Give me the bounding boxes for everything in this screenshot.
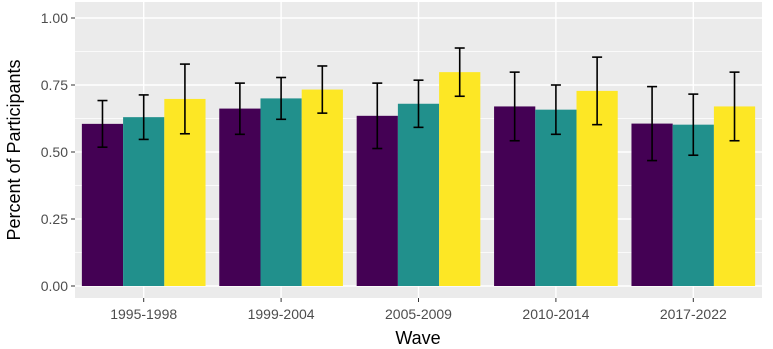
y-tick-label: 0.50 <box>41 144 68 160</box>
bar <box>219 108 261 286</box>
error-bar <box>454 47 465 98</box>
error-bar <box>592 56 603 126</box>
error-bar <box>179 63 190 135</box>
error-bar <box>688 93 699 157</box>
error-bar <box>138 94 149 141</box>
y-tick-label: 0.00 <box>41 278 68 294</box>
x-tick-label: 1999-2004 <box>248 306 315 322</box>
error-bar <box>276 76 287 121</box>
bar <box>535 109 577 286</box>
error-bars <box>97 47 740 162</box>
y-axis: 0.00 0.25 0.50 0.75 1.00 <box>41 10 75 294</box>
bar <box>123 117 165 286</box>
error-bar <box>317 65 328 114</box>
x-tick-label: 2017-2022 <box>660 306 727 322</box>
y-tick-label: 1.00 <box>41 10 68 26</box>
error-bar <box>372 82 383 150</box>
bar <box>301 89 343 286</box>
bar <box>260 98 302 287</box>
y-tick-label: 0.25 <box>41 211 68 227</box>
error-bar <box>413 79 424 129</box>
x-axis-title: Wave <box>395 328 440 348</box>
error-bar <box>509 71 520 142</box>
x-axis: 1995-1998 1999-2004 2005-2009 2010-2014 2017… <box>110 298 727 322</box>
error-bar <box>97 99 108 148</box>
bar <box>81 123 124 286</box>
y-tick-label: 0.75 <box>41 77 68 93</box>
x-tick-label: 2005-2009 <box>385 306 452 322</box>
x-tick-label: 1995-1998 <box>110 306 177 322</box>
y-axis-title: Percent of Participants <box>4 59 24 240</box>
error-bar <box>729 71 740 142</box>
x-tick-label: 2010-2014 <box>522 306 589 322</box>
bar <box>439 72 481 286</box>
error-bar <box>647 85 658 162</box>
error-bar <box>550 84 561 136</box>
bar <box>397 103 440 286</box>
error-bar <box>234 82 245 136</box>
